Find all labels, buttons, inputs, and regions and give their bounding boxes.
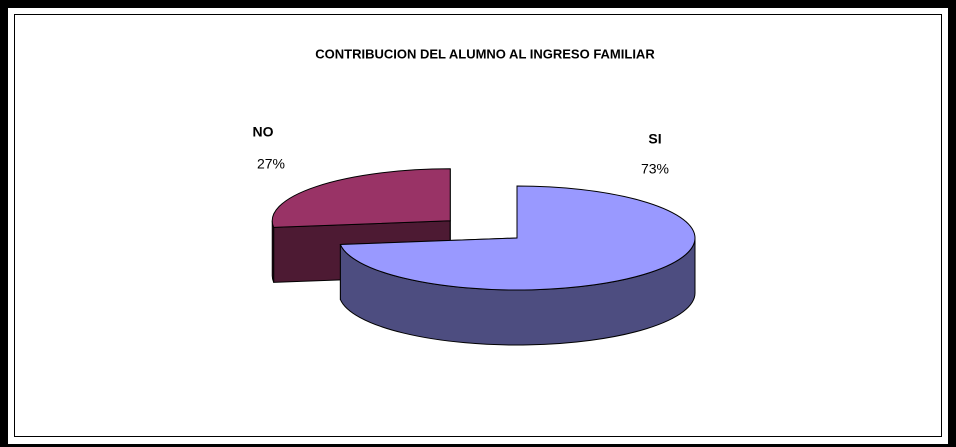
background	[8, 8, 948, 444]
slice	[339, 185, 696, 291]
plot-border	[14, 14, 942, 437]
slice-category-label: SI	[648, 131, 661, 147]
chart-title: CONTRIBUCION DEL ALUMNO AL INGRESO FAMIL…	[315, 46, 655, 61]
slice-category-label: NO	[253, 124, 274, 140]
slice	[271, 168, 451, 228]
slice-side	[271, 220, 275, 283]
pie	[271, 168, 696, 346]
slice-value-label: 73%	[641, 161, 669, 177]
slice-value-label: 27%	[257, 156, 285, 172]
